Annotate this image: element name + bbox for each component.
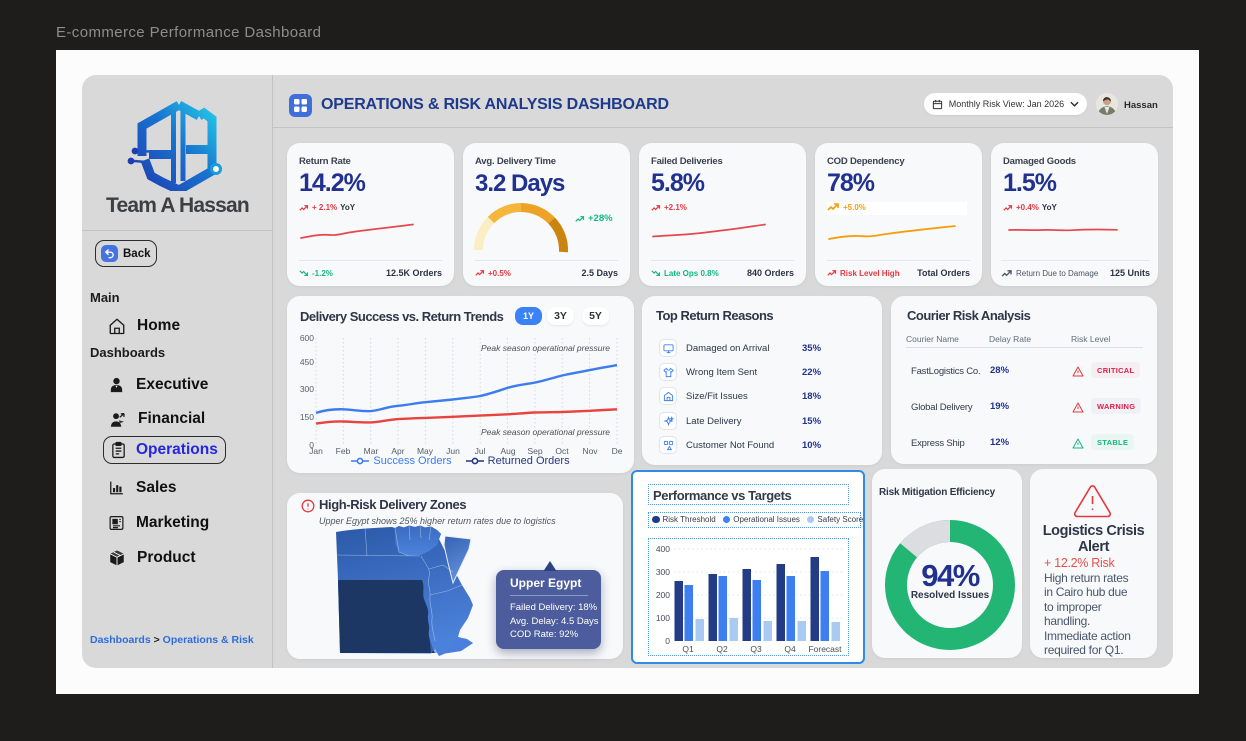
svg-text:Q3: Q3 [750, 644, 762, 654]
svg-text:Mar: Mar [364, 446, 379, 456]
svg-text:0: 0 [309, 440, 314, 450]
svg-text:Jan: Jan [309, 446, 323, 456]
svg-text:Peak season operational pressu: Peak season operational pressure [481, 427, 610, 437]
svg-text:Jun: Jun [446, 446, 460, 456]
svg-text:Oct: Oct [555, 446, 569, 456]
svg-text:De: De [612, 446, 623, 456]
svg-text:Feb: Feb [336, 446, 351, 456]
svg-text:400: 400 [656, 544, 670, 554]
svg-text:100: 100 [656, 613, 670, 623]
svg-text:Forecast: Forecast [808, 644, 842, 654]
svg-text:May: May [417, 446, 434, 456]
svg-text:Jul: Jul [475, 446, 486, 456]
svg-text:Q2: Q2 [716, 644, 728, 654]
svg-text:600: 600 [300, 333, 314, 343]
svg-text:Q4: Q4 [784, 644, 796, 654]
svg-text:Apr: Apr [391, 446, 404, 456]
svg-text:200: 200 [656, 590, 670, 600]
svg-text:Nov: Nov [582, 446, 598, 456]
svg-text:150: 150 [300, 412, 314, 422]
svg-text:Sep: Sep [527, 446, 542, 456]
svg-text:450: 450 [300, 357, 314, 367]
svg-text:300: 300 [656, 567, 670, 577]
svg-text:300: 300 [300, 384, 314, 394]
svg-text:Aug: Aug [500, 446, 515, 456]
svg-text:Peak season operational pressu: Peak season operational pressure [481, 343, 610, 353]
svg-text:0: 0 [665, 636, 670, 646]
svg-text:Q1: Q1 [682, 644, 694, 654]
